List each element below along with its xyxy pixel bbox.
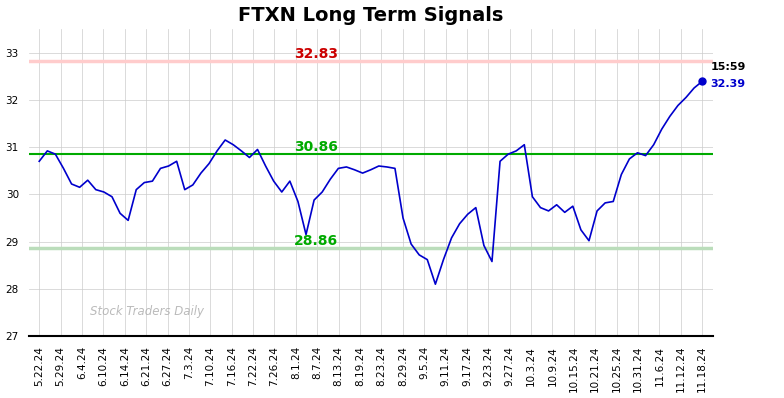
Text: 32.83: 32.83 [294, 47, 338, 60]
Title: FTXN Long Term Signals: FTXN Long Term Signals [238, 6, 503, 25]
Text: Stock Traders Daily: Stock Traders Daily [90, 305, 204, 318]
Text: 32.39: 32.39 [710, 79, 746, 89]
Text: 15:59: 15:59 [710, 62, 746, 72]
Text: 28.86: 28.86 [294, 234, 338, 248]
Text: 30.86: 30.86 [294, 140, 338, 154]
